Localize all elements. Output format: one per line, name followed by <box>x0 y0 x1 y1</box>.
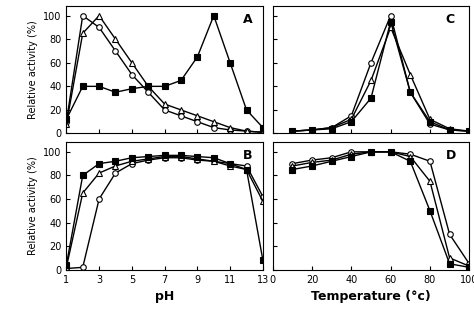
Y-axis label: Relative activity (%): Relative activity (%) <box>27 157 37 255</box>
Text: B: B <box>243 149 253 162</box>
Text: A: A <box>243 13 253 25</box>
Y-axis label: Relative activity (%): Relative activity (%) <box>27 20 37 119</box>
Text: C: C <box>446 13 455 25</box>
X-axis label: pH: pH <box>155 290 174 303</box>
X-axis label: Temperature (°c): Temperature (°c) <box>311 290 431 303</box>
Text: D: D <box>446 149 456 162</box>
